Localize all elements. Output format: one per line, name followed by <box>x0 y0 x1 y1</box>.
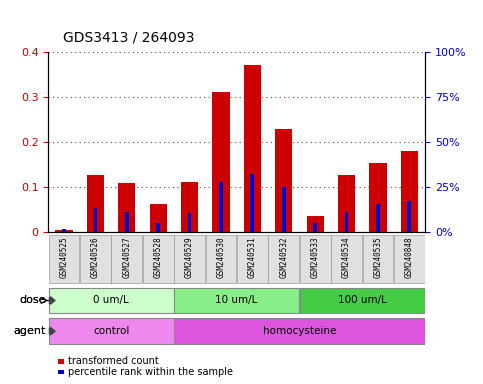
Bar <box>401 151 418 232</box>
Text: 10 um/L: 10 um/L <box>215 295 258 305</box>
Bar <box>251 174 254 232</box>
Text: GSM240525: GSM240525 <box>59 237 69 278</box>
FancyBboxPatch shape <box>112 235 142 283</box>
Bar <box>156 223 160 232</box>
FancyBboxPatch shape <box>269 235 299 283</box>
Bar <box>125 212 128 232</box>
Bar <box>282 187 285 232</box>
Text: agent: agent <box>14 326 46 336</box>
Bar <box>87 175 104 232</box>
Text: 0 um/L: 0 um/L <box>93 295 129 305</box>
Text: agent: agent <box>14 326 46 336</box>
FancyBboxPatch shape <box>80 235 111 283</box>
FancyBboxPatch shape <box>174 235 205 283</box>
Bar <box>338 175 355 232</box>
Bar <box>213 93 229 232</box>
Bar <box>376 204 380 232</box>
Bar <box>307 216 324 232</box>
FancyBboxPatch shape <box>300 235 330 283</box>
Text: percentile rank within the sample: percentile rank within the sample <box>68 367 233 377</box>
Text: GSM240531: GSM240531 <box>248 237 257 278</box>
Text: GSM240526: GSM240526 <box>91 237 100 278</box>
Bar <box>275 129 292 232</box>
FancyBboxPatch shape <box>174 318 425 344</box>
FancyBboxPatch shape <box>300 288 425 313</box>
Text: GSM240528: GSM240528 <box>154 237 163 278</box>
Text: control: control <box>93 326 129 336</box>
Text: GSM240848: GSM240848 <box>405 237 414 278</box>
Text: 100 um/L: 100 um/L <box>338 295 387 305</box>
Text: GSM240532: GSM240532 <box>279 237 288 278</box>
Bar <box>188 214 191 232</box>
Text: GSM240535: GSM240535 <box>373 237 383 278</box>
Bar <box>369 163 386 232</box>
FancyBboxPatch shape <box>363 235 393 283</box>
FancyBboxPatch shape <box>49 288 173 313</box>
Bar <box>150 204 167 232</box>
Bar <box>118 183 135 232</box>
Bar <box>244 65 261 232</box>
FancyBboxPatch shape <box>49 318 173 344</box>
Bar <box>62 229 66 232</box>
Text: GSM240534: GSM240534 <box>342 237 351 278</box>
Bar <box>181 182 198 232</box>
Text: dose: dose <box>19 295 46 306</box>
Bar <box>408 201 411 232</box>
FancyBboxPatch shape <box>174 288 299 313</box>
Text: GSM240529: GSM240529 <box>185 237 194 278</box>
Bar <box>94 208 97 232</box>
Text: GDS3413 / 264093: GDS3413 / 264093 <box>63 30 194 44</box>
Text: dose: dose <box>19 295 46 306</box>
FancyBboxPatch shape <box>49 235 79 283</box>
FancyBboxPatch shape <box>331 235 362 283</box>
Text: GSM240533: GSM240533 <box>311 237 320 278</box>
FancyBboxPatch shape <box>394 235 425 283</box>
FancyBboxPatch shape <box>143 235 173 283</box>
Bar <box>313 223 317 232</box>
Text: homocysteine: homocysteine <box>263 326 336 336</box>
Text: transformed count: transformed count <box>68 356 158 366</box>
Bar <box>219 182 223 232</box>
Text: GSM240530: GSM240530 <box>216 237 226 278</box>
FancyBboxPatch shape <box>237 235 268 283</box>
FancyBboxPatch shape <box>206 235 236 283</box>
Bar <box>345 212 348 232</box>
Bar <box>56 230 72 232</box>
Text: GSM240527: GSM240527 <box>122 237 131 278</box>
